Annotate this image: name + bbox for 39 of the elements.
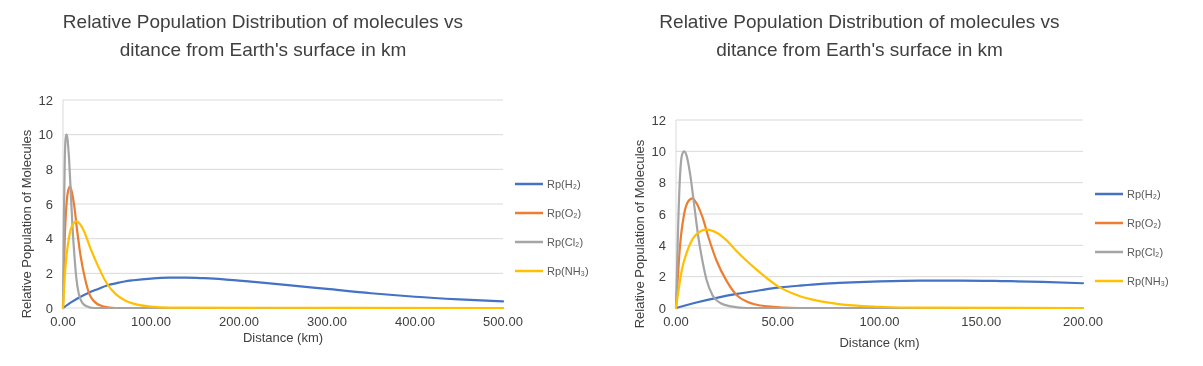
y-tick-label: 4 (658, 237, 666, 253)
y-axis-title: Relative Population of Molecules (19, 129, 34, 319)
y-tick-label: 6 (45, 196, 53, 212)
y-tick-label: 4 (45, 231, 53, 247)
x-tick-label: 200.00 (219, 314, 259, 329)
x-tick-label: 300.00 (307, 314, 347, 329)
y-tick-label: 8 (658, 175, 666, 191)
legend-label: Rp(H₂) (1127, 187, 1161, 200)
y-tick-label: 12 (38, 92, 53, 108)
x-tick-label: 400.00 (395, 314, 435, 329)
legend-label: Rp(NH₃) (1127, 274, 1169, 287)
x-tick-label: 0.00 (50, 314, 76, 329)
legend-label: Rp(H₂) (547, 177, 581, 190)
legend-label: Rp(O₂) (547, 206, 582, 219)
legend-label: Rp(Cl₂) (547, 235, 584, 248)
y-tick-label: 0 (45, 300, 53, 316)
x-axis-title: Distance (km) (242, 330, 324, 345)
legend-label: Rp(NH₃) (547, 264, 589, 277)
x-axis-title: Distance (km) (839, 335, 920, 350)
x-tick-label: 50.00 (761, 314, 795, 329)
x-tick-label: 0.00 (663, 314, 689, 329)
y-tick-label: 2 (45, 265, 53, 281)
y-tick-label: 10 (651, 143, 666, 159)
y-tick-label: 8 (45, 161, 53, 177)
y-tick-label: 6 (658, 206, 666, 222)
x-tick-label: 150.00 (961, 314, 1002, 329)
chart-title: Relative Population Distribution of molecules vs ditance from Earth's surface in km (659, 11, 1060, 60)
chart-title: Relative Population Distribution of molecules vs ditance from Earth's surface in km (62, 11, 464, 60)
x-tick-label: 200.00 (1063, 314, 1103, 329)
x-tick-label: 500.00 (483, 314, 523, 329)
x-tick-label: 100.00 (859, 314, 900, 329)
y-tick-label: 2 (658, 269, 666, 285)
y-tick-label: 12 (651, 112, 666, 128)
legend-label: Rp(O₂) (1127, 216, 1162, 229)
y-tick-label: 0 (658, 300, 666, 316)
y-tick-label: 10 (38, 127, 53, 143)
y-axis-title: Relative Population of Molecules (632, 139, 647, 329)
x-tick-label: 100.00 (131, 314, 171, 329)
legend-label: Rp(Cl₂) (1127, 245, 1164, 258)
